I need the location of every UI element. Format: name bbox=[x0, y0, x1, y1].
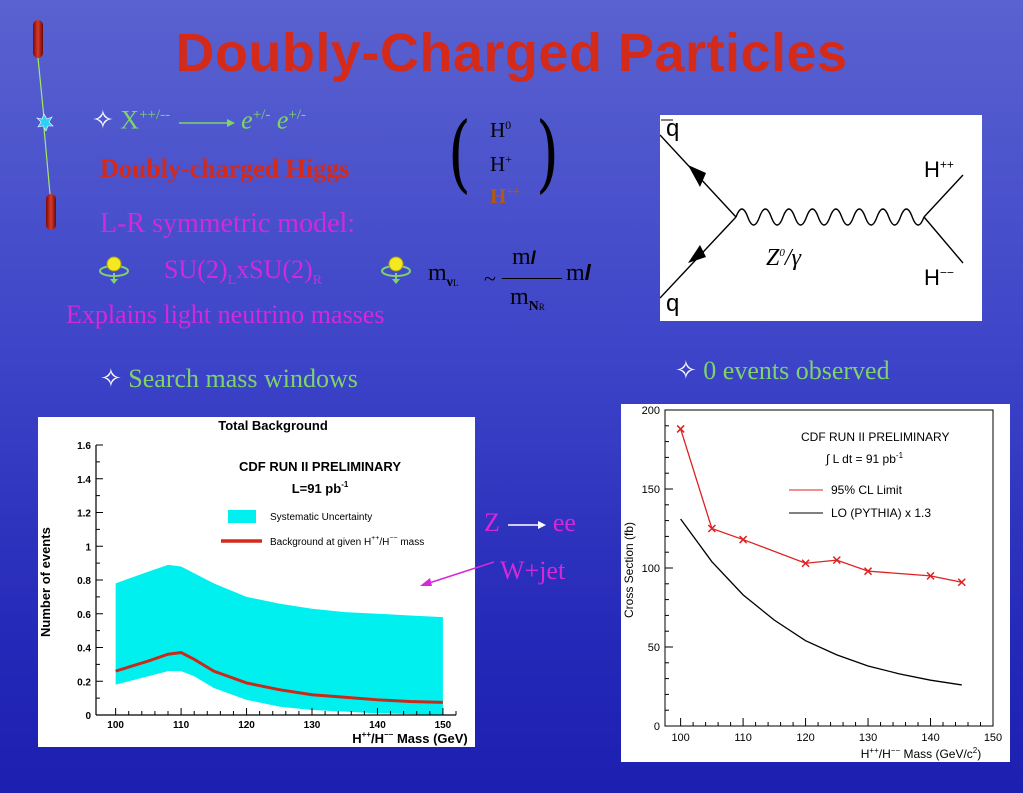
x-tick-label: 130 bbox=[304, 720, 321, 731]
limit-curve bbox=[679, 428, 962, 583]
h-minus-minus-label: H−− bbox=[924, 265, 954, 290]
neutrino-icon bbox=[381, 256, 411, 284]
chart-luminosity: L=91 pb-1 bbox=[292, 480, 349, 496]
plot-area: 0 50 100 150 200 100 110 120 130 140 150 bbox=[642, 405, 1003, 744]
y-tick-label: 0.8 bbox=[77, 576, 91, 587]
y-tick-label: 1.2 bbox=[77, 509, 91, 520]
x-tick-label: 140 bbox=[369, 720, 386, 731]
chart-annotation: CDF RUN II PRELIMINARY bbox=[239, 459, 401, 474]
x-tick-label: 110 bbox=[173, 720, 190, 731]
lr-model-label: L-R symmetric model: bbox=[100, 208, 356, 239]
pythia-curve bbox=[680, 518, 962, 686]
limit-point bbox=[957, 578, 966, 587]
neutrino-masses-label: Explains light neutrino masses bbox=[66, 300, 385, 329]
search-bullet: ✧ Search mass windows bbox=[100, 364, 358, 393]
background-chart-svg: Total Background CDF RUN II PRELIMINARY … bbox=[38, 418, 468, 746]
feynman-svg bbox=[660, 119, 964, 299]
star-bullet-icon: ✧ bbox=[675, 356, 697, 385]
fraction-bar bbox=[502, 278, 562, 279]
arrow-icon bbox=[508, 521, 547, 530]
chart-title: Total Background bbox=[218, 418, 328, 433]
y-tick-label: 1.4 bbox=[77, 475, 91, 486]
x-tick-label: 130 bbox=[859, 732, 877, 744]
y-tick-label: 0.6 bbox=[77, 610, 91, 621]
y-tick-label: 50 bbox=[648, 642, 660, 654]
matrix-row-1: H0 bbox=[490, 118, 512, 142]
q-bar-label: q bbox=[666, 115, 680, 142]
formula-lhs: mνL bbox=[428, 260, 459, 290]
limit-point bbox=[864, 567, 873, 576]
y-axis-label: Number of events bbox=[38, 527, 53, 637]
doubly-charged-higgs-label: Doubly-charged Higgs bbox=[100, 154, 350, 183]
limit-point bbox=[707, 524, 716, 533]
right-paren: ) bbox=[536, 104, 559, 202]
x-axis-label: H++/H−− Mass (GeV/c2) bbox=[861, 746, 982, 761]
limit-point bbox=[926, 571, 935, 580]
h-plus-plus-label: H++ bbox=[924, 157, 954, 182]
pointer-arrow bbox=[420, 561, 495, 586]
legend-label-pythia: LO (PYTHIA) x 1.3 bbox=[831, 506, 931, 520]
matrix-row-3: H++ bbox=[490, 184, 521, 208]
x-axis-label: H++/H−− Mass (GeV) bbox=[352, 730, 468, 746]
uncertainty-band bbox=[115, 564, 443, 715]
z-ee-label: Z ee bbox=[484, 508, 576, 537]
particle-collision-icon bbox=[33, 20, 56, 230]
su2-formula: SU(2)LxSU(2)R bbox=[164, 255, 323, 289]
x-tick-label: 100 bbox=[671, 732, 689, 744]
y-tick-label: 0 bbox=[85, 711, 91, 722]
x-tick-label: 120 bbox=[796, 732, 814, 744]
chart-annotation: CDF RUN II PRELIMINARY bbox=[801, 430, 949, 444]
limit-point bbox=[801, 559, 810, 568]
w-jet-label: W+jet bbox=[500, 556, 566, 585]
y-tick-label: 200 bbox=[642, 405, 660, 417]
limit-point bbox=[676, 424, 685, 433]
z-gamma-label: Z0/γ bbox=[766, 245, 801, 271]
cross-section-chart: CDF RUN II PRELIMINARY ∫ L dt = 91 pb-1 … bbox=[621, 404, 1010, 762]
star-bullet-icon: ✧ bbox=[92, 105, 114, 135]
q-label: q bbox=[666, 290, 680, 317]
background-line bbox=[115, 651, 443, 704]
limit-point bbox=[739, 535, 748, 544]
formula-denominator: mNR bbox=[510, 284, 545, 314]
higgs-triplet-matrix: ( ) H0 H+ H++ bbox=[448, 104, 564, 216]
formula-tilde: ~ bbox=[484, 266, 496, 291]
y-tick-label: 0 bbox=[654, 721, 660, 733]
background-chart: Total Background CDF RUN II PRELIMINARY … bbox=[38, 417, 475, 747]
x-tick-label: 100 bbox=[107, 720, 124, 731]
feynman-diagram: q q H++ H−− Z0/γ bbox=[660, 115, 982, 321]
y-tick-label: 0.4 bbox=[77, 644, 91, 655]
y-axis-label: Cross Section (fb) bbox=[622, 522, 636, 618]
limit-point bbox=[832, 556, 841, 565]
legend-label-limit: 95% CL Limit bbox=[831, 483, 903, 497]
y-tick-label: 0.2 bbox=[77, 677, 91, 688]
decay-bullet: ✧ X++/-- e+/- e+/- bbox=[92, 105, 306, 135]
x-tick-label: 140 bbox=[921, 732, 939, 744]
x-tick-label: 120 bbox=[238, 720, 255, 731]
x-tick-label: 150 bbox=[984, 732, 1002, 744]
chart-luminosity: ∫ L dt = 91 pb-1 bbox=[825, 451, 904, 466]
legend-label-band: Systematic Uncertainty bbox=[270, 512, 372, 523]
plot-area: 0 0.2 0.4 0.6 0.8 1 1.2 1.4 1.6 100 110 120 130 140 15… bbox=[77, 441, 457, 731]
y-tick-label: 100 bbox=[642, 563, 660, 575]
formula-rhs: ml bbox=[566, 260, 591, 286]
events-bullet: ✧ 0 events observed bbox=[675, 356, 890, 385]
x-tick-label: 110 bbox=[734, 732, 752, 744]
cross-section-chart-svg: CDF RUN II PRELIMINARY ∫ L dt = 91 pb-1 … bbox=[622, 405, 1003, 761]
y-tick-label: 1.6 bbox=[77, 441, 91, 452]
x-tick-label: 150 bbox=[435, 720, 452, 731]
legend-label-line: Background at given H++/H−− mass bbox=[270, 535, 424, 548]
page-title: Doubly-Charged Particles bbox=[175, 23, 848, 83]
y-tick-label: 1 bbox=[85, 542, 91, 553]
arrow-icon bbox=[178, 118, 235, 127]
formula-numerator: ml bbox=[512, 244, 536, 270]
left-paren: ( bbox=[448, 104, 471, 202]
seesaw-formula: mνL ~ ml mNR ml bbox=[428, 244, 628, 336]
matrix-row-2: H+ bbox=[490, 152, 512, 176]
y-tick-label: 150 bbox=[642, 484, 660, 496]
legend-swatch-band bbox=[228, 510, 256, 523]
neutrino-icon bbox=[99, 256, 129, 284]
star-bullet-icon: ✧ bbox=[100, 364, 122, 393]
